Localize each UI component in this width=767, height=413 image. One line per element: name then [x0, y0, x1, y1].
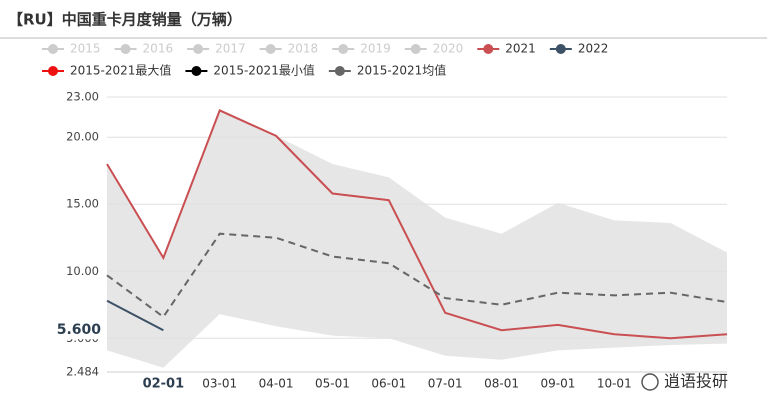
legend-icon-dot — [483, 44, 494, 54]
x-tick-label: 09-01 — [540, 377, 575, 391]
legend-label: 2015-2021最大值 — [70, 63, 171, 78]
y-tick-label: 15.00 — [66, 197, 99, 211]
x-tick-label: 02-01 — [143, 377, 185, 392]
legend-icon-dot — [334, 66, 345, 76]
watermark-icon — [641, 373, 659, 391]
series-line — [106, 232, 728, 319]
legend-item[interactable]: 2019 — [332, 42, 391, 56]
legend-label: 2015-2021最小值 — [213, 63, 314, 78]
legend-label: 2021 — [505, 42, 536, 56]
legend-item[interactable]: 2015-2021最大值 — [42, 63, 171, 78]
x-tick-label: 03-01 — [202, 377, 237, 391]
legend-icon-dot — [338, 44, 349, 54]
legend-item[interactable]: 2015-2021最小值 — [185, 63, 315, 78]
legend-icon-dot — [265, 44, 276, 54]
legend-item[interactable]: 2018 — [259, 42, 319, 56]
x-tick-label: 07-01 — [428, 377, 463, 391]
series-line — [106, 299, 164, 332]
x-tick-label: 05-01 — [315, 377, 350, 391]
y-tick-label: 23.00 — [66, 90, 99, 104]
x-tick-label: 08-01 — [484, 377, 519, 391]
legend-label: 2015-2021均值 — [357, 63, 446, 78]
legend-icon-dot — [555, 44, 566, 54]
legend-item[interactable]: 2015-2021均值 — [328, 63, 446, 78]
legend-label: 2015 — [70, 42, 101, 56]
axis-value-box — [55, 321, 105, 340]
range-area — [107, 110, 727, 368]
legend-icon-dot — [120, 44, 131, 54]
y-tick-label: 10.00 — [66, 264, 99, 278]
chart-title: 【RU】中国重卡月度销量（万辆） — [8, 11, 242, 29]
legend-label: 2018 — [288, 42, 319, 56]
legend-icon-dot — [48, 44, 58, 54]
legend-label: 2022 — [578, 42, 609, 56]
legend-item[interactable]: 2015 — [42, 42, 101, 56]
legend-label: 2019 — [360, 42, 391, 56]
legend-icon-dot — [410, 44, 421, 54]
legend-item[interactable]: 2022 — [549, 42, 609, 56]
watermark: 逍语投研 — [664, 372, 728, 391]
legend-label: 2020 — [433, 42, 464, 56]
x-tick-label: 10-01 — [597, 377, 632, 391]
legend-icon-dot — [48, 66, 58, 76]
x-tick-label: 06-01 — [371, 377, 406, 391]
y-tick-label: 20.00 — [66, 130, 99, 144]
axis-value-label: 5.600 — [57, 322, 102, 338]
series-line — [106, 109, 728, 340]
legend-icon-dot — [193, 44, 204, 54]
y-tick-label: 2.484 — [66, 365, 99, 379]
legend-label: 2016 — [143, 42, 174, 56]
legend-item[interactable]: 2017 — [187, 42, 246, 56]
legend-icon-dot — [191, 66, 202, 76]
legend-label: 2017 — [215, 42, 246, 56]
legend-item[interactable]: 2016 — [114, 42, 174, 56]
x-tick-label: 04-01 — [259, 377, 294, 391]
legend-item[interactable]: 2021 — [477, 42, 536, 56]
legend-item[interactable]: 2020 — [404, 42, 464, 56]
